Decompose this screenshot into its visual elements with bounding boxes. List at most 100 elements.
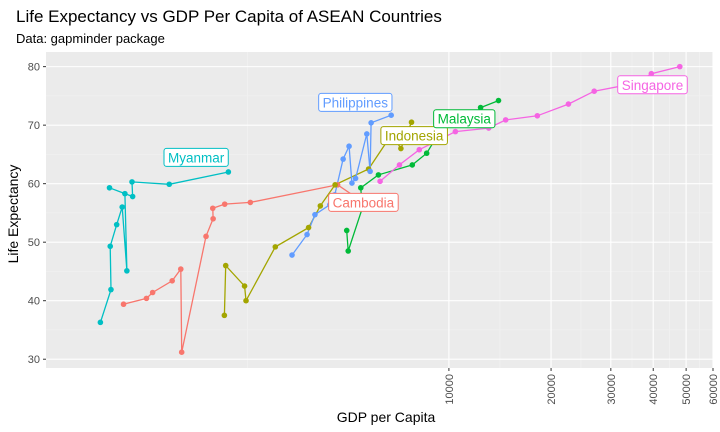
x-tick-label: 10000 xyxy=(444,374,456,405)
x-axis-title: GDP per Capita xyxy=(337,409,436,425)
country-label-text: Myanmar xyxy=(168,150,225,165)
data-point-indonesia xyxy=(317,203,324,209)
data-point-philippines xyxy=(312,211,318,218)
x-tick-label: 50000 xyxy=(681,374,693,405)
data-point-myanmar xyxy=(119,204,125,210)
data-point-singapore xyxy=(648,70,655,77)
data-point-philippines xyxy=(340,156,346,162)
data-point-malaysia xyxy=(495,97,502,104)
data-point-cambodia xyxy=(120,301,127,308)
data-point-myanmar xyxy=(129,193,136,200)
data-point-malaysia xyxy=(409,162,416,168)
data-point-cambodia xyxy=(247,199,254,206)
data-point-malaysia xyxy=(375,172,382,178)
data-point-singapore xyxy=(677,63,683,70)
y-tick-label: 60 xyxy=(28,179,40,191)
x-axis: 10000 20000 30000 40000 50000 60000 xyxy=(444,368,720,405)
country-label-box xyxy=(163,147,229,167)
data-point-singapore xyxy=(591,88,598,95)
data-point-philippines xyxy=(289,252,295,258)
data-point-cambodia xyxy=(143,295,150,302)
data-point-cambodia xyxy=(221,201,228,207)
data-point-cambodia xyxy=(177,266,184,272)
data-point-myanmar xyxy=(129,179,135,185)
y-axis-title: Life Expectancy xyxy=(5,165,21,264)
x-tick-label: 40000 xyxy=(648,374,660,405)
country-label-philippines: Philippines xyxy=(318,92,393,112)
data-point-singapore xyxy=(565,101,572,107)
chart-subtitle: Data: gapminder package xyxy=(16,31,165,46)
data-point-philippines xyxy=(367,168,373,175)
data-point-philippines xyxy=(364,131,370,137)
x-tick-label: 30000 xyxy=(606,374,618,405)
data-point-indonesia xyxy=(332,182,338,188)
data-point-myanmar xyxy=(122,190,128,197)
data-point-philippines xyxy=(349,180,355,186)
data-point-myanmar xyxy=(106,184,113,191)
country-label-cambodia: Cambodia xyxy=(328,192,399,212)
x-tick-label: 60000 xyxy=(708,374,720,405)
data-point-malaysia xyxy=(343,227,350,234)
y-tick-label: 50 xyxy=(28,237,40,249)
data-point-cambodia xyxy=(210,215,216,222)
y-axis: 30 40 50 60 70 80 xyxy=(28,62,46,366)
country-label-singapore: Singapore xyxy=(617,75,688,95)
country-label-text: Malaysia xyxy=(438,112,492,127)
data-point-philippines xyxy=(346,143,352,150)
data-point-myanmar xyxy=(225,169,232,175)
data-point-myanmar xyxy=(166,181,173,188)
data-point-indonesia xyxy=(272,244,279,250)
country-label-text: Singapore xyxy=(622,78,684,93)
data-point-singapore xyxy=(452,128,459,135)
chart-title: Life Expectancy vs GDP Per Capita of ASE… xyxy=(16,7,442,26)
data-point-malaysia xyxy=(423,150,430,157)
data-point-malaysia xyxy=(357,184,364,191)
data-point-cambodia xyxy=(169,278,175,284)
data-point-singapore xyxy=(416,146,423,153)
country-label-text: Philippines xyxy=(323,95,389,110)
x-tick-label: 20000 xyxy=(546,374,558,405)
data-point-indonesia xyxy=(408,119,415,126)
data-point-cambodia xyxy=(203,233,209,240)
data-point-indonesia xyxy=(243,297,249,304)
data-point-singapore xyxy=(502,117,509,123)
data-point-singapore xyxy=(534,112,541,119)
y-tick-label: 30 xyxy=(28,354,40,366)
data-point-malaysia xyxy=(345,248,351,254)
data-point-myanmar xyxy=(107,243,114,250)
data-point-myanmar xyxy=(97,319,104,326)
data-point-myanmar xyxy=(108,286,114,293)
country-label-box xyxy=(380,126,448,146)
data-point-indonesia xyxy=(241,283,248,289)
country-label-box xyxy=(433,109,496,129)
data-point-cambodia xyxy=(149,289,156,296)
data-point-indonesia xyxy=(398,145,404,152)
data-point-singapore xyxy=(396,162,403,168)
series-line-myanmar xyxy=(99,171,229,323)
data-point-malaysia xyxy=(477,104,484,111)
country-label-myanmar: Myanmar xyxy=(163,147,229,167)
country-label-indonesia: Indonesia xyxy=(380,126,448,146)
data-point-philippines xyxy=(388,112,394,118)
y-tick-label: 40 xyxy=(28,296,40,308)
data-point-philippines xyxy=(352,175,359,182)
country-label-box xyxy=(617,75,688,95)
data-point-cambodia xyxy=(178,349,185,356)
data-point-myanmar xyxy=(113,221,120,228)
data-point-indonesia xyxy=(305,224,312,231)
country-label-malaysia: Malaysia xyxy=(433,109,496,129)
data-point-philippines xyxy=(304,231,310,238)
data-point-myanmar xyxy=(124,268,130,274)
country-label-text: Cambodia xyxy=(333,195,395,210)
data-point-indonesia xyxy=(221,312,228,319)
data-point-indonesia xyxy=(222,262,229,269)
data-point-philippines xyxy=(368,120,374,126)
country-label-text: Indonesia xyxy=(385,129,444,144)
data-point-singapore xyxy=(377,178,383,185)
country-label-box xyxy=(318,92,393,112)
country-labels: Cambodia Indonesia Malaysia Myanmar Philippi… xyxy=(163,75,688,212)
y-tick-label: 70 xyxy=(28,120,40,132)
y-tick-label: 80 xyxy=(28,62,40,74)
country-label-box xyxy=(328,192,399,212)
